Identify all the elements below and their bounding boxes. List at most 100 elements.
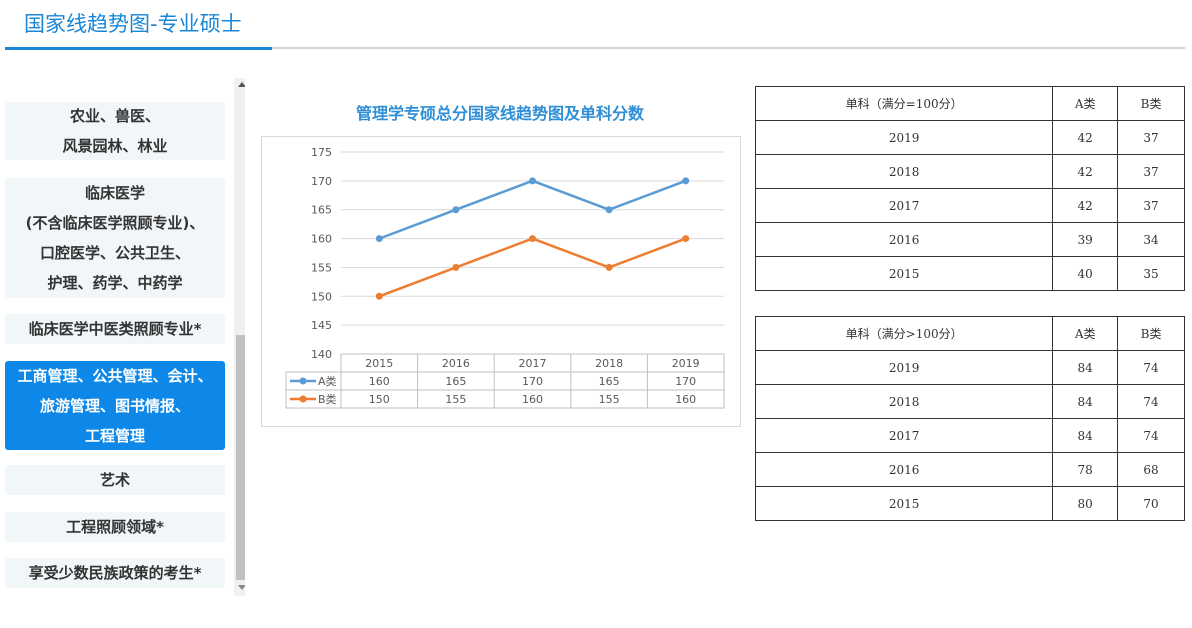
table-header-cell: A类 [1052, 316, 1119, 351]
data-point [375, 292, 383, 300]
data-point [529, 177, 536, 185]
sidebar-item-minority-policy[interactable]: 享受少数民族政策的考生* [5, 558, 225, 588]
table-cell: 37 [1117, 120, 1185, 155]
y-tick-label: 175 [311, 146, 332, 159]
sidebar-item-label: 工程照顾领域* [66, 518, 164, 536]
table-cell: 84 [1052, 384, 1119, 419]
sidebar-item-agriculture[interactable]: 农业、兽医、 风景园林、林业 [5, 102, 225, 160]
table-row: 2015 40 35 [754, 256, 1185, 291]
data-table-value: 155 [599, 393, 620, 406]
table-cell: 2016 [754, 222, 1054, 257]
sidebar: 农业、兽医、 风景园林、林业 临床医学 (不含临床医学照顾专业)、 口腔医学、公共卫生… [5, 78, 245, 596]
table-row: 2016 39 34 [754, 222, 1185, 257]
sidebar-item-label: 农业、兽医、 [69, 107, 160, 125]
data-table-value: 165 [445, 375, 466, 388]
data-point [529, 235, 536, 243]
table-header-row: 单科（满分>100分） A类 B类 [754, 316, 1185, 351]
legend-label: A类 [318, 374, 337, 388]
table-row: 2018 84 74 [754, 384, 1185, 419]
legend-label: B类 [318, 392, 337, 406]
table-cell: 2018 [754, 154, 1054, 189]
table-cell: 2018 [754, 384, 1054, 419]
y-tick-label: 140 [311, 348, 332, 361]
table-cell: 68 [1117, 452, 1185, 487]
table-cell: 2015 [754, 486, 1054, 521]
chart-title: 管理学专硕总分国家线趋势图及单科分数 [355, 104, 644, 123]
table-cell: 42 [1052, 154, 1119, 189]
table-cell: 35 [1117, 256, 1185, 291]
table-cell: 2017 [754, 418, 1054, 453]
y-tick-label: 160 [311, 233, 332, 246]
table-header-cell: 单科（满分>100分） [754, 316, 1054, 351]
table-cell: 2016 [754, 452, 1054, 487]
y-tick-label: 145 [311, 319, 332, 332]
sidebar-scrollbar[interactable] [234, 78, 245, 596]
data-point [452, 263, 460, 271]
data-table-value: 150 [369, 393, 390, 406]
scroll-thumb[interactable] [236, 335, 245, 580]
table-cell: 40 [1052, 256, 1119, 291]
title-underline-accent [5, 47, 272, 50]
data-point [605, 263, 613, 271]
sidebar-item-art[interactable]: 艺术 [5, 465, 225, 495]
legend-marker-0 [299, 377, 307, 385]
page-title: 国家线趋势图-专业硕士 [24, 12, 242, 36]
table-header-row: 单科（满分=100分） A类 B类 [754, 86, 1185, 121]
sidebar-item-label: 临床医学 [84, 184, 145, 202]
table-row: 2019 84 74 [754, 350, 1185, 385]
table-cell: 70 [1117, 486, 1185, 521]
x-tick-label: 2019 [672, 357, 700, 370]
table-row: 2017 42 37 [754, 188, 1185, 223]
sidebar-item-engineering-special[interactable]: 工程照顾领域* [5, 512, 225, 542]
table-row: 2015 80 70 [754, 486, 1185, 521]
y-tick-label: 155 [311, 261, 332, 274]
sidebar-item-label: 工程管理 [84, 426, 145, 445]
table-cell: 78 [1052, 452, 1119, 487]
table-header-cell: B类 [1117, 86, 1185, 121]
sidebar-item-label: (不含临床医学照顾专业)、 [25, 214, 205, 232]
table-row: 2018 42 37 [754, 154, 1185, 189]
scroll-up-icon[interactable] [238, 82, 245, 87]
y-tick-label: 170 [311, 175, 332, 188]
table-cell: 74 [1117, 384, 1185, 419]
sidebar-item-label: 临床医学中医类照顾专业* [28, 320, 202, 338]
legend-marker-1 [299, 395, 307, 403]
table-cell: 39 [1052, 222, 1119, 257]
table-cell: 2015 [754, 256, 1054, 291]
table-header-cell: B类 [1117, 316, 1185, 351]
table-cell: 84 [1052, 418, 1119, 453]
x-tick-label: 2018 [595, 357, 623, 370]
sidebar-item-label: 享受少数民族政策的考生* [28, 564, 202, 582]
data-point [375, 235, 383, 243]
data-table-value: 170 [522, 375, 543, 388]
scroll-down-icon[interactable] [238, 585, 245, 590]
sidebar-item-management[interactable]: 工商管理、公共管理、会计、 旅游管理、图书情报、 工程管理 [5, 361, 225, 450]
table-cell: 74 [1117, 418, 1185, 453]
data-table-value: 155 [445, 393, 466, 406]
sidebar-item-label: 旅游管理、图书情报、 [39, 396, 190, 415]
line-chart: 140 145 150 155 160 165 170 175 2015 2016 2017 2018… [285, 146, 725, 409]
table-cell: 84 [1052, 350, 1119, 385]
y-tick-label: 150 [311, 290, 332, 303]
x-tick-label: 2017 [519, 357, 547, 370]
data-point [682, 177, 690, 185]
table-cell: 37 [1117, 188, 1185, 223]
table-row: 2016 78 68 [754, 452, 1185, 487]
data-table-value: 170 [675, 375, 696, 388]
table-cell: 2019 [754, 120, 1054, 155]
score-table-100: 单科（满分=100分） A类 B类 2019 42 37 2018 42 37 2017 42 37 2… [754, 86, 1185, 291]
table-cell: 2017 [754, 188, 1054, 223]
table-cell: 42 [1052, 188, 1119, 223]
data-table-value: 160 [675, 393, 696, 406]
data-table-value: 160 [369, 375, 390, 388]
table-row: 2017 84 74 [754, 418, 1185, 453]
sidebar-item-clinical-medicine[interactable]: 临床医学 (不含临床医学照顾专业)、 口腔医学、公共卫生、 护理、药学、中药学 [5, 178, 225, 298]
data-table-value: 160 [522, 393, 543, 406]
table-cell: 42 [1052, 120, 1119, 155]
table-cell: 34 [1117, 222, 1185, 257]
sidebar-item-tcm-special[interactable]: 临床医学中医类照顾专业* [5, 314, 225, 344]
table-cell: 37 [1117, 154, 1185, 189]
y-tick-label: 165 [311, 204, 332, 217]
data-table-value: 165 [599, 375, 620, 388]
table-cell: 80 [1052, 486, 1119, 521]
